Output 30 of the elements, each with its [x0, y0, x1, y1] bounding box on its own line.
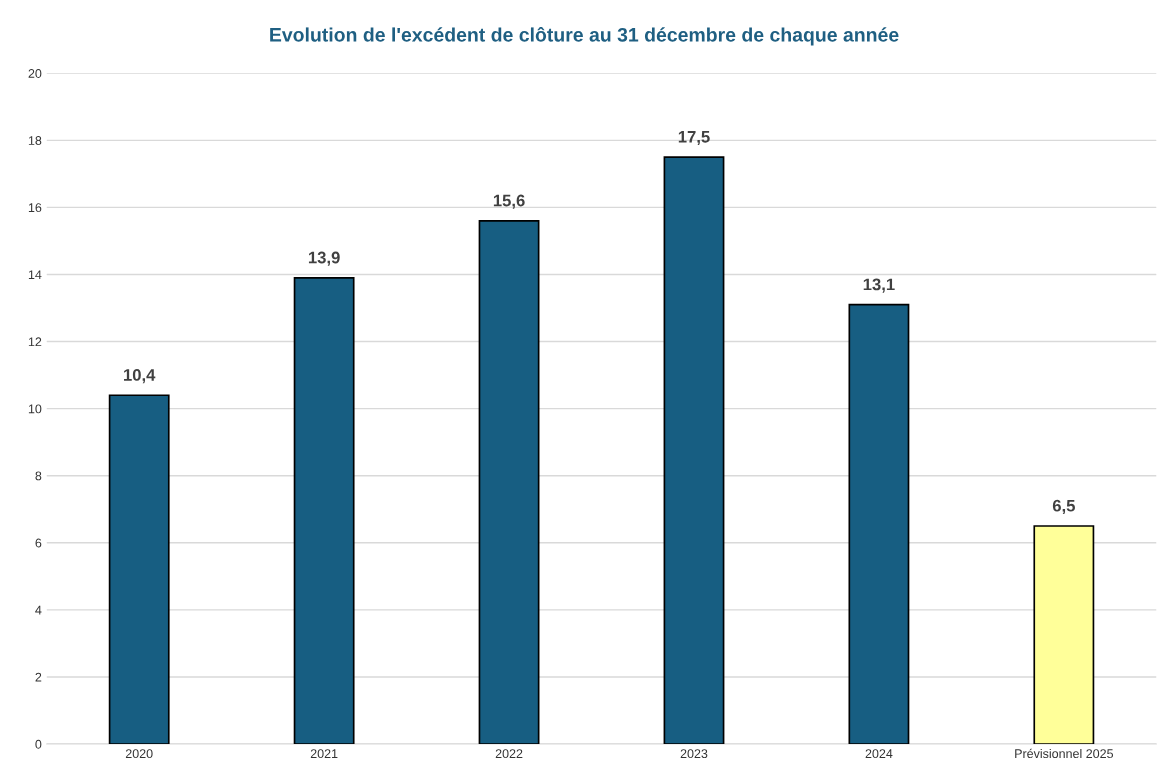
data-label: 17,5	[678, 131, 710, 146]
data-label: 15,6	[493, 194, 525, 209]
bar	[848, 303, 910, 745]
bar	[1033, 525, 1095, 745]
y-tick-label: 8	[35, 471, 42, 481]
chart-title: Evolution de l'excédent de clôture au 31 décembre de chaque année	[270, 26, 899, 46]
data-label: 6,5	[1052, 499, 1075, 515]
data-label: 10,4	[124, 369, 156, 384]
x-tick-label: Prévisionnel 2025	[1015, 748, 1114, 759]
y-tick-label: 6	[35, 538, 42, 548]
y-tick-label: 0	[35, 739, 42, 749]
x-tick-label: 2024	[865, 749, 893, 759]
y-tick-label: 18	[28, 136, 42, 145]
y-tick-label: 20	[28, 69, 42, 78]
y-tick-label: 10	[28, 404, 42, 414]
y-tick-label: 16	[28, 203, 42, 213]
x-tick-label: 2020	[125, 749, 153, 759]
bar	[293, 276, 355, 745]
x-tick-label: 2023	[680, 749, 708, 759]
bar	[478, 219, 540, 745]
x-tick-label: 2022	[495, 749, 523, 759]
y-tick-label: 12	[28, 337, 42, 347]
bar	[108, 394, 170, 745]
data-label: 13,1	[863, 278, 895, 293]
bar	[663, 156, 725, 745]
y-tick-label: 2	[35, 672, 42, 682]
y-tick-label: 4	[35, 605, 42, 615]
x-tick-label: 2021	[310, 749, 338, 759]
y-tick-label: 14	[28, 270, 42, 280]
data-label: 13,9	[308, 251, 340, 266]
